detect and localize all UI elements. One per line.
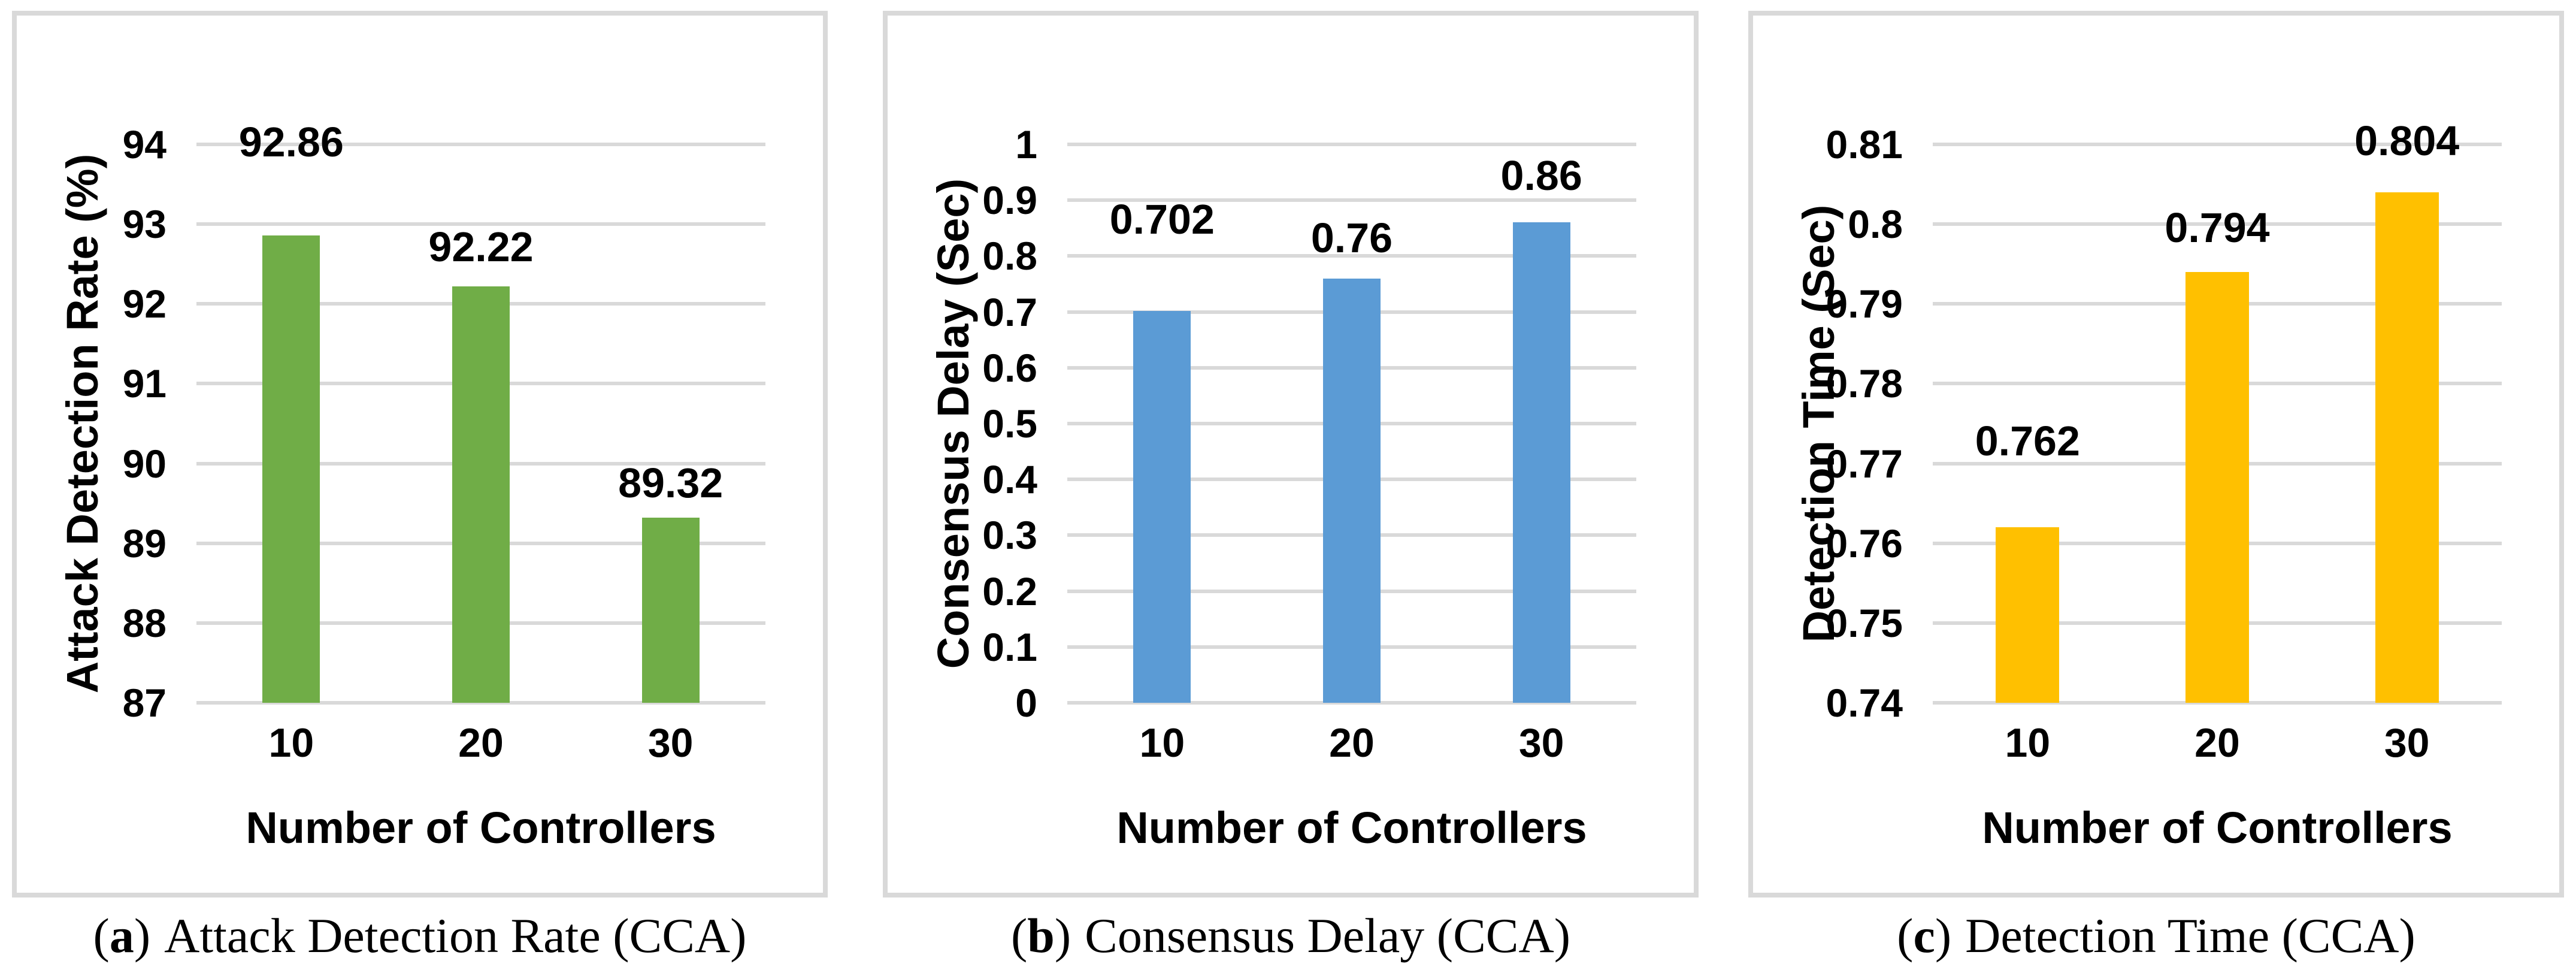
- data-label: 0.86: [1500, 152, 1582, 200]
- caption-title: Detection Time (CCA): [1965, 908, 2415, 963]
- chart-panel-a: Attack Detection Rate (%) 94 93 92 91 90 89 88…: [12, 11, 828, 898]
- x-tick-label: 10: [268, 720, 314, 766]
- x-axis-title: Number of Controllers: [246, 803, 716, 853]
- y-tick-label: 0.4: [982, 457, 1037, 502]
- data-label: 0.804: [2354, 117, 2460, 164]
- gridline: [1067, 198, 1636, 203]
- y-tick-label: 0.6: [982, 345, 1037, 390]
- y-tick-label: 92: [122, 282, 167, 327]
- y-tick-label: 90: [122, 441, 167, 486]
- y-tick-label: 0.7: [982, 289, 1037, 334]
- data-label: 0.794: [2165, 204, 2270, 252]
- caption-paren-close: ): [1054, 908, 1071, 963]
- y-tick-label: 91: [122, 361, 167, 406]
- data-label: 0.762: [1975, 418, 2080, 465]
- gridline: [1067, 143, 1636, 146]
- caption-c: (c) Detection Time (CCA): [1748, 906, 2564, 966]
- plot-area: 92.86 92.22 89.32: [196, 119, 765, 705]
- bar-20-controllers: [1323, 278, 1381, 703]
- bar-20-controllers: [2185, 272, 2249, 703]
- x-tick-label: 10: [2005, 720, 2051, 766]
- caption-paren-close: ): [134, 908, 151, 963]
- x-axis-title: Number of Controllers: [1116, 803, 1587, 853]
- bar-30-controllers: [641, 518, 700, 703]
- caption-letter: a: [109, 908, 134, 963]
- y-tick-label: 0.78: [1826, 361, 1903, 406]
- caption-paren-open: (: [93, 908, 110, 963]
- y-tick-label: 0.76: [1826, 521, 1903, 566]
- caption-paren-open: (: [1010, 908, 1028, 963]
- y-tick-label: 0.8: [1848, 202, 1903, 247]
- y-tick-label: 93: [122, 202, 167, 247]
- y-tick-label: 88: [122, 600, 167, 645]
- x-tick-label: 30: [2384, 720, 2430, 766]
- y-tick-label: 0.3: [982, 513, 1037, 558]
- data-label: 92.22: [428, 223, 534, 270]
- y-tick-label: 0.75: [1826, 600, 1903, 645]
- y-tick-label: 1: [1015, 122, 1037, 167]
- data-label: 0.76: [1310, 214, 1393, 261]
- y-tick-label: 87: [122, 681, 167, 725]
- y-tick-label: 0.1: [982, 624, 1037, 669]
- y-tick-label: 0.79: [1826, 282, 1903, 327]
- gridline: [196, 143, 765, 146]
- y-tick-label: 0.81: [1826, 122, 1903, 167]
- caption-a: (a) Attack Detection Rate (CCA): [12, 906, 828, 966]
- caption-letter: b: [1027, 908, 1055, 963]
- y-tick-label: 0.74: [1826, 681, 1903, 725]
- x-tick-label: 10: [1139, 720, 1185, 766]
- y-tick-label: 0.77: [1826, 441, 1903, 486]
- gridline: [1933, 143, 2502, 146]
- caption-b: (b) Consensus Delay (CCA): [883, 906, 1699, 966]
- plot-area: 0.762 0.794 0.804: [1933, 118, 2502, 705]
- data-label: 0.702: [1109, 195, 1215, 243]
- y-tick-label: 94: [122, 122, 167, 167]
- data-label: 89.32: [618, 460, 724, 507]
- bar-10-controllers: [1133, 310, 1191, 703]
- bar-10-controllers: [1996, 527, 2060, 703]
- y-tick-label: 0: [1015, 681, 1037, 725]
- caption-title: Consensus Delay (CCA): [1085, 908, 1571, 963]
- x-tick-label: 30: [647, 720, 694, 766]
- chart-panel-b: Consensus Delay (Sec) 1 0.9 0.8 0.7 0.6 0.5 0.…: [883, 11, 1699, 898]
- x-tick-label: 20: [1329, 720, 1375, 766]
- x-tick-label: 20: [458, 720, 504, 766]
- caption-letter: c: [1913, 908, 1935, 963]
- bar-10-controllers: [262, 235, 320, 703]
- gridline: [196, 701, 765, 705]
- gridline: [1933, 701, 2502, 705]
- bar-20-controllers: [452, 286, 510, 703]
- bar-30-controllers: [1512, 222, 1570, 703]
- y-tick-label: 89: [122, 521, 167, 566]
- x-tick-label: 20: [2194, 720, 2240, 766]
- y-tick-label: 0.8: [982, 234, 1037, 279]
- caption-paren-close: ): [1935, 908, 1952, 963]
- caption-title: Attack Detection Rate (CCA): [164, 908, 747, 963]
- bar-30-controllers: [2375, 192, 2439, 703]
- chart-panel-c: Detection Time (Sec) 0.81 0.8 0.79 0.78 0.77…: [1748, 11, 2564, 898]
- gridline: [1067, 701, 1636, 705]
- plot-area: 0.702 0.76 0.86: [1067, 143, 1636, 705]
- y-tick-label: 0.2: [982, 569, 1037, 614]
- y-tick-label: 0.9: [982, 178, 1037, 223]
- gridline: [1933, 222, 2502, 226]
- x-tick-label: 30: [1518, 720, 1564, 766]
- x-axis-title: Number of Controllers: [1982, 803, 2453, 853]
- caption-paren-open: (: [1897, 908, 1914, 963]
- data-label: 92.86: [238, 118, 344, 165]
- y-tick-label: 0.5: [982, 401, 1037, 446]
- gridline: [196, 222, 765, 226]
- gridline: [1067, 254, 1636, 258]
